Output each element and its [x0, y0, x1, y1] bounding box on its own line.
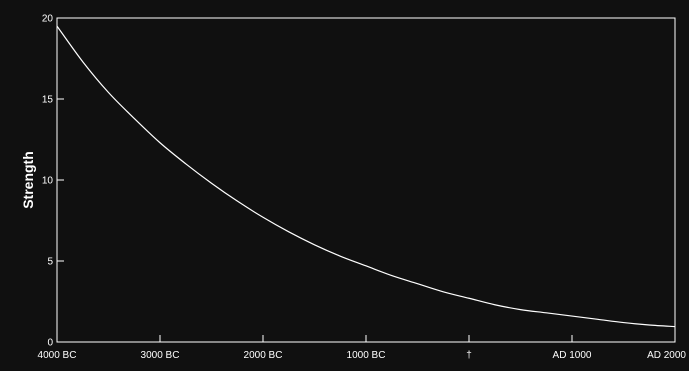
- y-tick-label: 10: [42, 176, 54, 187]
- x-tick-label: 4000 BC: [38, 350, 77, 361]
- x-tick-label: 1000 BC: [347, 350, 386, 361]
- y-tick-label: 15: [42, 95, 54, 106]
- y-tick-label: 0: [47, 338, 53, 349]
- x-tick-label: AD 2000: [647, 350, 686, 361]
- plot-frame: [56, 17, 676, 343]
- x-tick-label: AD 1000: [553, 350, 592, 361]
- x-tick-label: 2000 BC: [244, 350, 283, 361]
- series-group: [56, 25, 676, 328]
- y-tick-label: 20: [42, 14, 54, 25]
- y-tick-label: 5: [47, 257, 53, 268]
- strength-line: [56, 25, 676, 328]
- y-axis-title: Strength: [20, 151, 36, 209]
- x-tick-label: 3000 BC: [141, 350, 180, 361]
- x-axis-ticks: 4000 BC 3000 BC 2000 BC 1000 BC † AD 1000 AD 2…: [38, 335, 686, 361]
- y-axis-ticks: 0 5 10 15 20: [42, 14, 64, 349]
- x-tick-label: †: [466, 350, 472, 361]
